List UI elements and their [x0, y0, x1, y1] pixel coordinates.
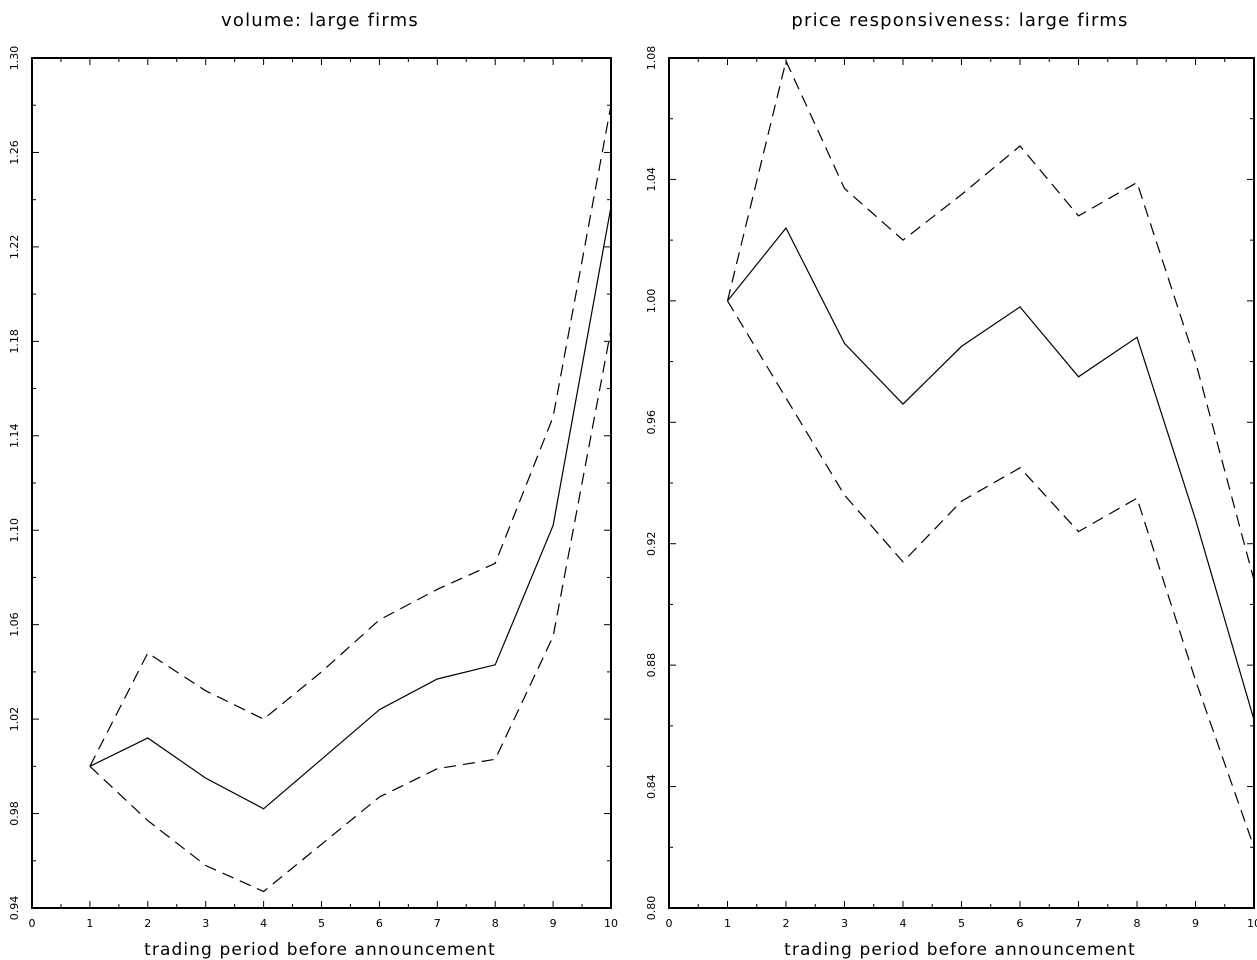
y-tick-label: 1.18 — [8, 329, 21, 354]
plot-frame — [668, 57, 1255, 909]
x-tick-label: 3 — [841, 917, 848, 930]
x-tick-label: 2 — [783, 917, 790, 930]
x-tick-label: 0 — [666, 917, 673, 930]
y-tick-label: 0.88 — [645, 653, 658, 678]
series-line-estimate — [727, 226, 1254, 720]
y-tick-label: 1.10 — [8, 518, 21, 543]
price-responsiveness-chart: price responsiveness: large firms trading… — [645, 10, 1257, 960]
x-tick-label: 5 — [318, 917, 325, 930]
x-axis-label: trading period before announcement — [784, 940, 1136, 960]
x-axis-label: trading period before announcement — [144, 940, 496, 960]
x-tick-label: 9 — [1192, 917, 1199, 930]
y-tick-label: 1.00 — [645, 289, 658, 314]
x-tick-label: 6 — [1017, 917, 1024, 930]
y-tick-label: 0.98 — [8, 801, 21, 826]
y-tick-label: 1.08 — [645, 46, 658, 71]
x-tick-label: 7 — [434, 917, 441, 930]
x-tick-label: 4 — [900, 917, 907, 930]
volume-chart: volume: large firms trading period before… — [8, 10, 618, 960]
y-tick-label: 0.84 — [645, 774, 658, 799]
x-tick-label: 1 — [86, 917, 93, 930]
x-tick-label: 2 — [144, 917, 151, 930]
x-tick-label: 10 — [1247, 917, 1257, 930]
x-tick-label: 4 — [260, 917, 267, 930]
y-tick-label: 0.96 — [645, 410, 658, 435]
y-tick-label: 0.92 — [645, 531, 658, 556]
x-tick-label: 0 — [29, 917, 36, 930]
y-tick-label: 1.30 — [8, 46, 21, 71]
plot-frame — [31, 57, 612, 909]
series-line-band-1 — [89, 105, 611, 767]
x-tick-label: 1 — [724, 917, 731, 930]
y-tick-label: 1.14 — [8, 424, 21, 449]
x-tick-label: 10 — [604, 917, 618, 930]
x-tick-label: 7 — [1075, 917, 1082, 930]
y-tick-label: 1.04 — [645, 167, 658, 192]
x-tick-label: 5 — [958, 917, 965, 930]
y-tick-label: 1.22 — [8, 235, 21, 260]
x-tick-label: 9 — [550, 917, 557, 930]
series-line-band-2 — [89, 329, 611, 893]
y-tick-label: 0.94 — [8, 896, 21, 921]
series-line-estimate — [89, 206, 611, 810]
y-tick-label: 1.06 — [8, 612, 21, 637]
x-tick-label: 6 — [376, 917, 383, 930]
series-line-band-1 — [726, 59, 1254, 581]
chart-title: price responsiveness: large firms — [791, 10, 1128, 31]
x-tick-label: 8 — [492, 917, 499, 930]
y-tick-label: 1.02 — [8, 707, 21, 732]
chart-title: volume: large firms — [221, 10, 419, 31]
x-tick-label: 3 — [202, 917, 209, 930]
x-tick-label: 8 — [1134, 917, 1141, 930]
series-line-band-2 — [726, 300, 1254, 848]
y-tick-label: 0.80 — [645, 896, 658, 921]
y-tick-label: 1.26 — [8, 140, 21, 165]
